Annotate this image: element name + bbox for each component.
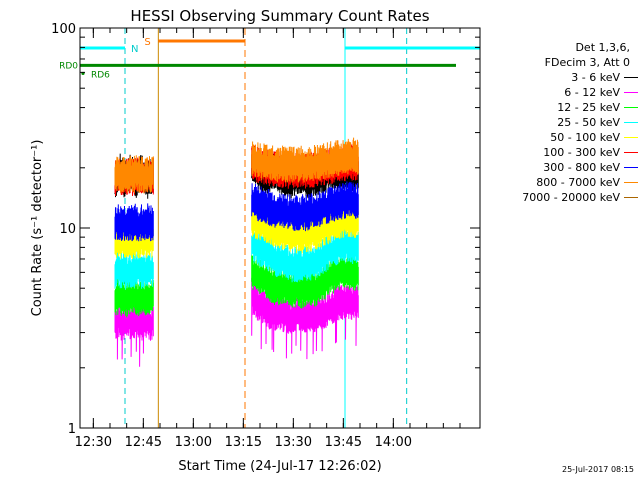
series-line-3 (114, 250, 154, 290)
y-tick-label: 1 (68, 422, 76, 437)
legend-entry: 800 - 7000 keV (500, 175, 638, 190)
series-line-6 (251, 181, 359, 232)
y-tick-label: 100 (51, 22, 76, 37)
generation-timestamp: 25-Jul-2017 08:15 (561, 465, 634, 474)
series-line-2 (114, 278, 154, 318)
series-line-6 (114, 203, 154, 242)
legend-swatch (624, 152, 638, 153)
legend-entry: 3 - 6 keV (500, 70, 638, 85)
legend-entry: 300 - 800 keV (500, 160, 638, 175)
x-axis-label: Start Time (24-Jul-17 12:26:02) (178, 459, 381, 474)
legend-entry: 25 - 50 keV (500, 115, 638, 130)
legend-entry-label: 50 - 100 keV (550, 131, 620, 144)
legend-header-line-2: FDecim 3, Att 0 (544, 56, 630, 69)
series-line-1 (251, 277, 359, 360)
legend-header-line-1: Det 1,3,6, (575, 41, 630, 54)
legend-swatch (624, 182, 638, 183)
series-line-7 (114, 155, 154, 194)
legend-entry-label: 25 - 50 keV (557, 116, 620, 129)
series-line-2 (251, 253, 359, 309)
flag-label-rd6: RD6 (91, 70, 110, 80)
x-tick-label: 12:45 (125, 435, 162, 450)
legend-entry-label: 7000 - 20000 keV (522, 191, 620, 204)
legend-swatch (624, 197, 638, 198)
saa-label: S (144, 37, 150, 48)
legend-swatch (624, 167, 638, 168)
legend-entry-label: 6 - 12 keV (564, 86, 620, 99)
x-tick-label: 14:00 (375, 435, 412, 450)
chart-title: HESSI Observing Summary Count Rates (130, 7, 429, 25)
legend-entry-label: 12 - 25 keV (557, 101, 620, 114)
legend-swatch (624, 77, 638, 78)
flag-label-rd0: RD0 (59, 61, 78, 71)
legend-entry-label: 3 - 6 keV (571, 71, 620, 84)
legend-entry: 100 - 300 keV (500, 145, 638, 160)
legend-swatch (624, 92, 638, 93)
y-tick-label: 10 (59, 222, 76, 237)
legend: Det 1,3,6, FDecim 3, Att 0 3 - 6 keV 6 - … (500, 40, 638, 205)
x-tick-label: 13:45 (325, 435, 362, 450)
series-line-7 (251, 137, 359, 183)
night-label: N (131, 44, 138, 55)
legend-entry-label: 300 - 800 keV (543, 161, 620, 174)
x-tick-label: 13:30 (275, 435, 312, 450)
legend-entry: 6 - 12 keV (500, 85, 638, 100)
x-tick-label: 13:15 (225, 435, 262, 450)
x-tick-label: 12:30 (75, 435, 112, 450)
legend-entry: 7000 - 20000 keV (500, 190, 638, 205)
legend-swatch (624, 107, 638, 108)
legend-entry: 50 - 100 keV (500, 130, 638, 145)
legend-entry: 12 - 25 keV (500, 100, 638, 115)
x-tick-label: 13:00 (175, 435, 212, 450)
legend-swatch (624, 122, 638, 123)
y-axis-label: Count Rate (s⁻¹ detector⁻¹) (30, 140, 45, 317)
legend-entry-label: 800 - 7000 keV (536, 176, 620, 189)
plot-area: NS RD0 RD6 1 10 100 12:30 12:45 13:00 13:15 13:30 1… (51, 22, 481, 450)
legend-entry-label: 100 - 300 keV (543, 146, 620, 159)
legend-swatch (624, 137, 638, 138)
